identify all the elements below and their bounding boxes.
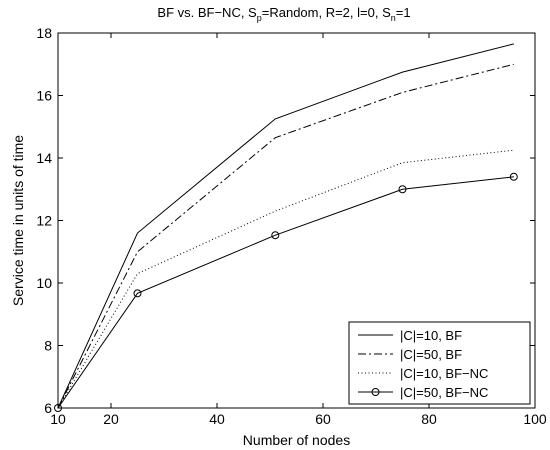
legend-box bbox=[348, 321, 531, 405]
legend-marker bbox=[371, 388, 380, 396]
y-tick-label: 18 bbox=[36, 25, 52, 41]
y-tick-label: 8 bbox=[44, 338, 52, 354]
series-group bbox=[54, 43, 518, 412]
legend: |C|=10, BF |C|=50, BF |C|=10, BF−NC |C|=50,… bbox=[348, 321, 531, 405]
x-tick-label: 40 bbox=[209, 411, 225, 427]
y-tick-label: 12 bbox=[36, 213, 52, 229]
x-tick-label: 100 bbox=[523, 411, 547, 427]
data-point-marker bbox=[54, 404, 62, 412]
series-line-1 bbox=[57, 43, 514, 409]
series-line-2 bbox=[57, 63, 514, 409]
axis-ticks: 10 20 40 60 80 100 6 8 10 12 14 16 18 bbox=[36, 25, 546, 427]
y-tick-label: 14 bbox=[36, 150, 52, 166]
legend-label-3: |C|=10, BF−NC bbox=[400, 366, 488, 381]
legend-label-4: |C|=50, BF−NC bbox=[400, 385, 488, 400]
series-line-4 bbox=[57, 176, 514, 409]
data-point-marker bbox=[398, 185, 407, 194]
x-axis-label: Number of nodes bbox=[243, 432, 350, 448]
y-axis-label: Service time in units of time bbox=[10, 135, 26, 306]
x-tick-label: 20 bbox=[103, 411, 119, 427]
x-tick-label: 80 bbox=[421, 411, 437, 427]
chart-title: BF vs. BF−NC, Sp=Random, R=2, l=0, Sn=1 bbox=[157, 5, 410, 23]
data-point-marker bbox=[509, 172, 518, 181]
data-point-marker bbox=[133, 289, 142, 298]
data-point-marker bbox=[271, 231, 280, 240]
x-tick-label: 10 bbox=[50, 411, 66, 427]
legend-label-1: |C|=10, BF bbox=[400, 328, 462, 343]
y-tick-label: 6 bbox=[44, 400, 52, 416]
y-tick-label: 10 bbox=[36, 275, 52, 291]
x-tick-label: 60 bbox=[315, 411, 331, 427]
y-tick-label: 16 bbox=[36, 88, 52, 104]
legend-label-2: |C|=50, BF bbox=[400, 347, 462, 362]
